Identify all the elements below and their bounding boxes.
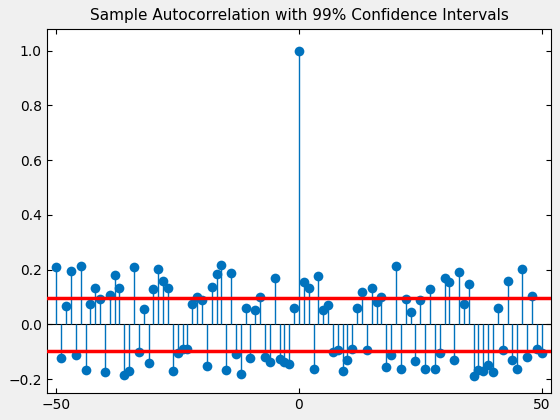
- Title: Sample Autocorrelation with 99% Confidence Intervals: Sample Autocorrelation with 99% Confiden…: [90, 8, 508, 24]
